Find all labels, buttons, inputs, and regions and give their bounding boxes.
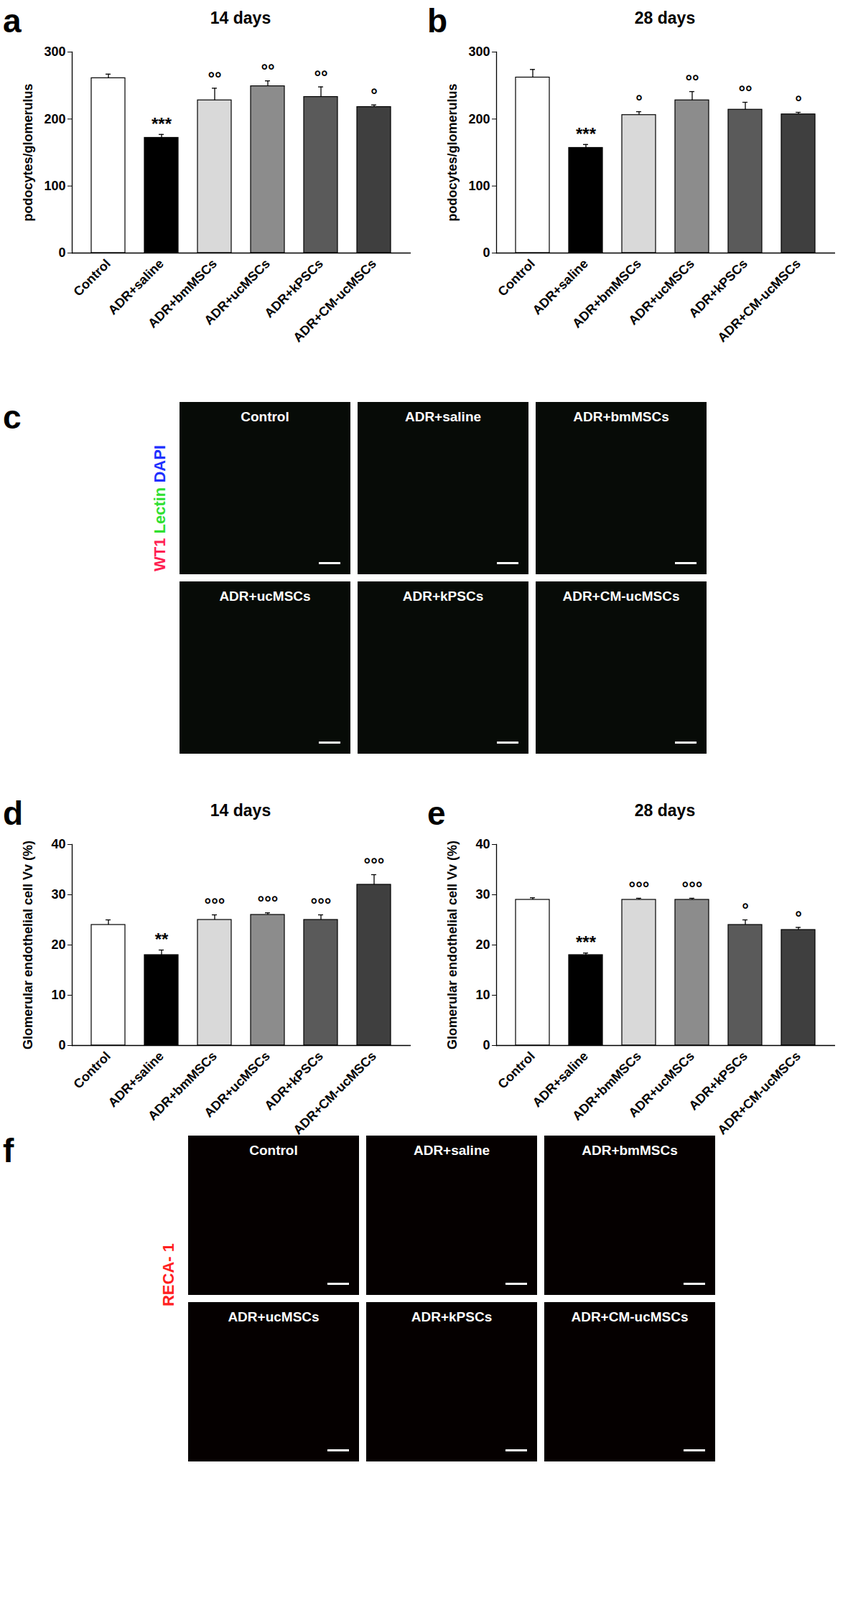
html-text:b: b — [427, 2, 448, 40]
html-text:28 days: 28 days — [634, 8, 696, 28]
svg-text:30: 30 — [475, 887, 490, 902]
svg-text:ADR+kPSCs: ADR+kPSCs — [686, 1049, 751, 1114]
svg-text:0: 0 — [58, 245, 66, 260]
svg-text:°: ° — [741, 899, 749, 920]
svg-text:ADR+bmMSCs: ADR+bmMSCs — [145, 1049, 220, 1124]
svg-text:ADR+ucMSCs: ADR+ucMSCs — [201, 256, 273, 328]
svg-text:***: *** — [151, 114, 173, 134]
svg-text:100: 100 — [468, 178, 490, 194]
svg-text:°°°: °°° — [682, 878, 703, 898]
svg-text:ADR+bmMSCs: ADR+bmMSCs — [145, 256, 220, 331]
svg-text:ADR+ucMSCs: ADR+ucMSCs — [626, 256, 698, 328]
svg-text:Control: Control — [71, 1049, 114, 1092]
svg-text:ADR+bmMSCs: ADR+bmMSCs — [569, 256, 645, 331]
svg-text:Control: Control — [495, 256, 538, 299]
html-text:14 days: 14 days — [210, 8, 271, 28]
svg-text:300: 300 — [468, 44, 490, 59]
html-text:WT1: WT1 — [150, 538, 169, 572]
html-text:14 days: 14 days — [210, 801, 271, 820]
svg-text:Glomerular endothelial cell Vv: Glomerular endothelial cell Vv (%) — [445, 840, 460, 1050]
svg-text:ADR+CM-ucMSCs: ADR+CM-ucMSCs — [290, 256, 380, 345]
html-text:d: d — [2, 794, 24, 833]
svg-text:°°°: °°° — [310, 894, 332, 915]
svg-text:0: 0 — [58, 1038, 66, 1053]
svg-text:Control: Control — [71, 256, 114, 299]
html-text:ADR+CM-ucMSCs: ADR+CM-ucMSCs — [562, 588, 680, 604]
html-text:ADR+kPSCs: ADR+kPSCs — [402, 588, 484, 604]
html-text:Control: Control — [249, 1143, 298, 1159]
svg-text:°: ° — [370, 84, 378, 105]
svg-text:0: 0 — [482, 245, 490, 260]
html-text:ADR+ucMSCs: ADR+ucMSCs — [219, 588, 311, 604]
svg-text:10: 10 — [475, 988, 490, 1003]
svg-text:°°°: °°° — [257, 892, 279, 912]
html-text:ADR+saline: ADR+saline — [404, 409, 482, 425]
html-text:Lectin: Lectin — [150, 487, 169, 539]
svg-text:°°: °° — [260, 60, 275, 80]
svg-text:ADR+saline: ADR+saline — [105, 1049, 167, 1111]
svg-text:°: ° — [794, 907, 803, 927]
svg-text:°°°: °°° — [364, 854, 385, 874]
svg-text:10: 10 — [50, 988, 66, 1003]
html-text:28 days: 28 days — [634, 801, 696, 820]
svg-text:20: 20 — [50, 937, 66, 953]
svg-text:200: 200 — [43, 112, 66, 127]
svg-text:°: ° — [794, 91, 803, 112]
svg-text:***: *** — [575, 932, 597, 953]
svg-text:ADR+ucMSCs: ADR+ucMSCs — [626, 1049, 698, 1121]
svg-text:°°°: °°° — [628, 878, 650, 898]
html-text:ADR+CM-ucMSCs: ADR+CM-ucMSCs — [571, 1309, 689, 1325]
html-text:RECA- 1: RECA- 1 — [159, 1243, 178, 1307]
svg-text:°°: °° — [207, 68, 222, 88]
svg-text:**: ** — [155, 929, 169, 950]
svg-text:300: 300 — [43, 44, 66, 59]
html-text:Control: Control — [240, 409, 290, 425]
svg-text:ADR+kPSCs: ADR+kPSCs — [261, 1049, 326, 1114]
svg-text:°°: °° — [738, 81, 752, 102]
svg-text:ADR+saline: ADR+saline — [529, 256, 591, 318]
svg-text:ADR+kPSCs: ADR+kPSCs — [261, 256, 326, 321]
html-text:a: a — [2, 2, 22, 40]
svg-text:ADR+saline: ADR+saline — [105, 256, 167, 318]
svg-text:100: 100 — [43, 178, 66, 194]
svg-text:Glomerular endothelial cell Vv: Glomerular endothelial cell Vv (%) — [20, 840, 36, 1050]
html-text:ADR+saline: ADR+saline — [413, 1143, 490, 1159]
html-text:ADR+ucMSCs: ADR+ucMSCs — [227, 1309, 320, 1325]
svg-text:200: 200 — [468, 112, 490, 127]
svg-text:ADR+ucMSCs: ADR+ucMSCs — [201, 1049, 273, 1121]
html-text:DAPI: DAPI — [150, 445, 169, 488]
svg-text:40: 40 — [50, 837, 66, 852]
svg-text:ADR+CM-ucMSCs: ADR+CM-ucMSCs — [290, 1049, 380, 1138]
svg-text:podocytes/glomerulus: podocytes/glomerulus — [445, 83, 460, 222]
svg-text:ADR+CM-ucMSCs: ADR+CM-ucMSCs — [715, 1049, 804, 1138]
html-text:ADR+bmMSCs: ADR+bmMSCs — [573, 409, 670, 425]
svg-text:ADR+CM-ucMSCs: ADR+CM-ucMSCs — [715, 256, 804, 345]
svg-text:20: 20 — [475, 937, 490, 953]
html-text:e: e — [427, 794, 446, 833]
svg-text:°°: °° — [685, 71, 699, 91]
svg-text:Control: Control — [495, 1049, 538, 1092]
svg-text:***: *** — [575, 124, 597, 144]
svg-text:°°: °° — [313, 66, 328, 87]
svg-text:°: ° — [635, 91, 643, 111]
html-text:c: c — [2, 398, 22, 436]
svg-text:ADR+saline: ADR+saline — [529, 1049, 591, 1111]
svg-text:ADR+bmMSCs: ADR+bmMSCs — [569, 1049, 645, 1124]
html-text:ADR+kPSCs: ADR+kPSCs — [411, 1309, 492, 1325]
svg-text:podocytes/glomerulus: podocytes/glomerulus — [20, 83, 36, 222]
svg-text:40: 40 — [475, 837, 490, 852]
svg-text:°°°: °°° — [204, 894, 226, 915]
svg-text:ADR+kPSCs: ADR+kPSCs — [686, 256, 751, 321]
html-text:ADR+bmMSCs: ADR+bmMSCs — [581, 1143, 678, 1159]
svg-text:0: 0 — [482, 1038, 490, 1053]
svg-text:30: 30 — [50, 887, 66, 902]
html-text:f: f — [2, 1132, 14, 1170]
